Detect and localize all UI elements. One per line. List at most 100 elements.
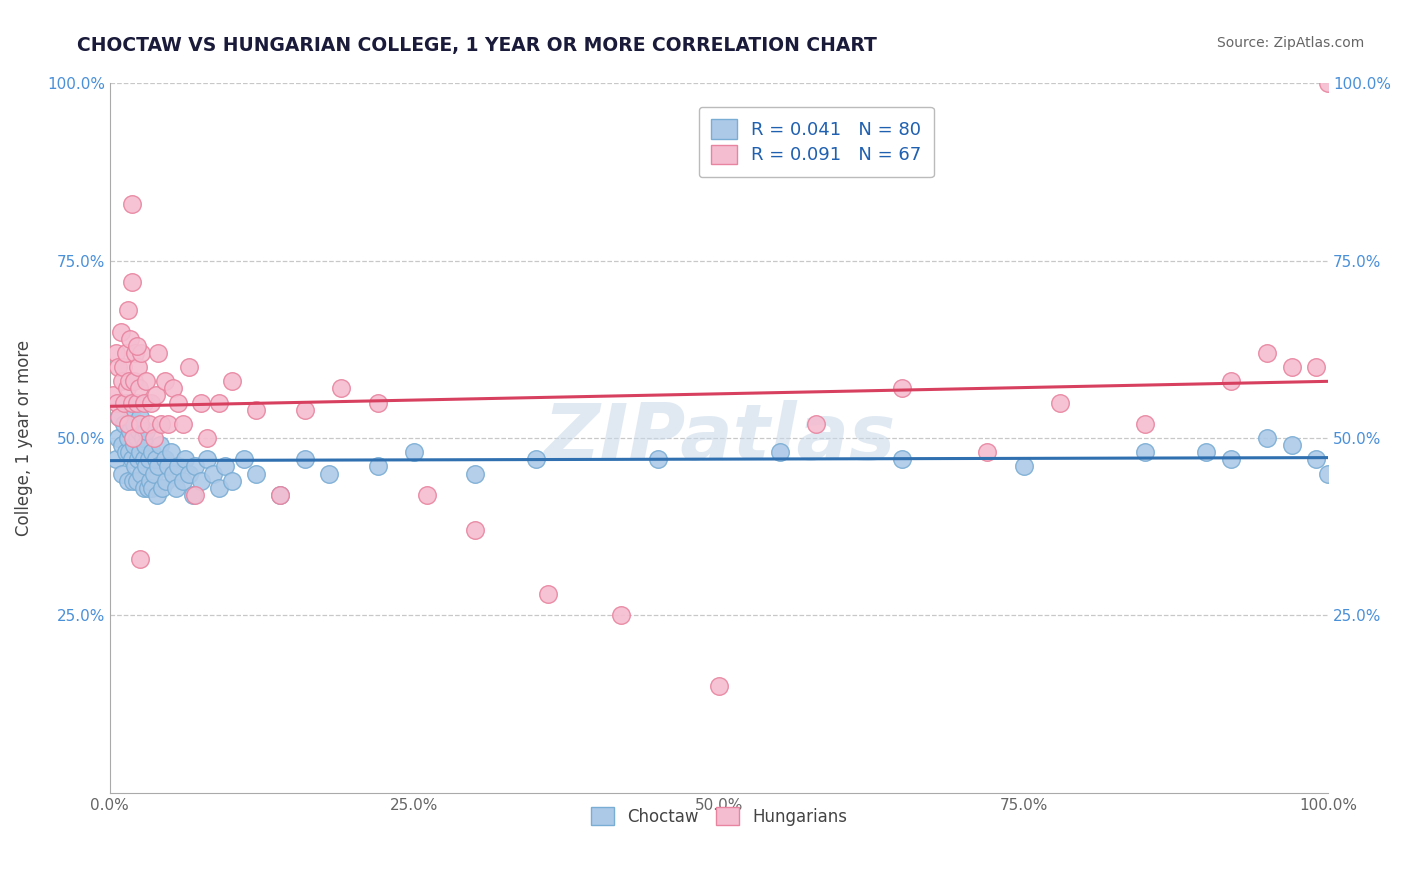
Point <box>134 438 156 452</box>
Point <box>155 474 177 488</box>
Point <box>148 346 170 360</box>
Point <box>117 431 139 445</box>
Point <box>1317 77 1340 91</box>
Point <box>111 467 134 481</box>
Legend: Choctaw, Hungarians: Choctaw, Hungarians <box>582 798 855 834</box>
Point <box>976 445 998 459</box>
Point <box>190 474 212 488</box>
Point <box>318 467 340 481</box>
Point <box>177 360 200 375</box>
Point <box>122 474 145 488</box>
Point <box>190 395 212 409</box>
Point <box>177 467 200 481</box>
Point <box>141 481 163 495</box>
Point <box>1317 467 1340 481</box>
Point <box>269 488 291 502</box>
Point <box>172 474 194 488</box>
Point <box>195 431 218 445</box>
Point <box>114 445 136 459</box>
Point <box>121 452 143 467</box>
Point <box>122 431 145 445</box>
Point <box>1281 438 1303 452</box>
Point <box>131 346 153 360</box>
Point <box>122 417 145 431</box>
Point <box>890 452 912 467</box>
Point <box>131 467 153 481</box>
Point <box>153 374 176 388</box>
Point <box>117 395 139 409</box>
Point <box>165 481 187 495</box>
Point <box>146 488 169 502</box>
Point <box>125 474 148 488</box>
Point <box>129 417 152 431</box>
Point <box>367 395 389 409</box>
Point <box>149 417 172 431</box>
Point <box>1049 395 1071 409</box>
Text: Source: ZipAtlas.com: Source: ZipAtlas.com <box>1216 36 1364 50</box>
Point <box>174 452 197 467</box>
Point <box>117 417 139 431</box>
Point <box>221 474 243 488</box>
Point <box>184 459 207 474</box>
Point <box>136 481 159 495</box>
Point <box>707 679 730 693</box>
Point <box>142 467 165 481</box>
Point <box>132 452 155 467</box>
Point <box>610 608 633 623</box>
Point <box>162 381 184 395</box>
Point <box>121 395 143 409</box>
Text: CHOCTAW VS HUNGARIAN COLLEGE, 1 YEAR OR MORE CORRELATION CHART: CHOCTAW VS HUNGARIAN COLLEGE, 1 YEAR OR … <box>77 36 877 54</box>
Point <box>1135 417 1157 431</box>
Point <box>117 474 139 488</box>
Point <box>524 452 547 467</box>
Point <box>232 452 254 467</box>
Point <box>127 452 149 467</box>
Point <box>103 388 125 402</box>
Point <box>149 438 172 452</box>
Point <box>124 346 146 360</box>
Point <box>269 488 291 502</box>
Point <box>167 395 190 409</box>
Point <box>141 445 163 459</box>
Point <box>245 467 267 481</box>
Point <box>890 381 912 395</box>
Point <box>1256 431 1278 445</box>
Point <box>404 445 426 459</box>
Point <box>330 381 353 395</box>
Point <box>118 374 141 388</box>
Point <box>172 417 194 431</box>
Point <box>112 417 135 431</box>
Point <box>128 424 150 438</box>
Point <box>145 452 167 467</box>
Point <box>111 438 134 452</box>
Point <box>157 417 180 431</box>
Point <box>114 346 136 360</box>
Point <box>464 467 486 481</box>
Point <box>769 445 792 459</box>
Point <box>464 523 486 537</box>
Y-axis label: College, 1 year or more: College, 1 year or more <box>15 340 32 536</box>
Point <box>138 452 160 467</box>
Point <box>1219 452 1241 467</box>
Point <box>221 374 243 388</box>
Point <box>115 381 138 395</box>
Point <box>537 587 560 601</box>
Point <box>121 402 143 417</box>
Point <box>245 402 267 417</box>
Point <box>121 275 143 289</box>
Point <box>148 459 170 474</box>
Point <box>145 388 167 402</box>
Point <box>128 381 150 395</box>
Point <box>294 452 316 467</box>
Point <box>135 459 157 474</box>
Point <box>1012 459 1035 474</box>
Point <box>139 474 162 488</box>
Point <box>125 395 148 409</box>
Point <box>150 481 173 495</box>
Point <box>125 339 148 353</box>
Point <box>120 332 142 346</box>
Point <box>647 452 669 467</box>
Point <box>132 481 155 495</box>
Point <box>202 467 225 481</box>
Point <box>208 481 231 495</box>
